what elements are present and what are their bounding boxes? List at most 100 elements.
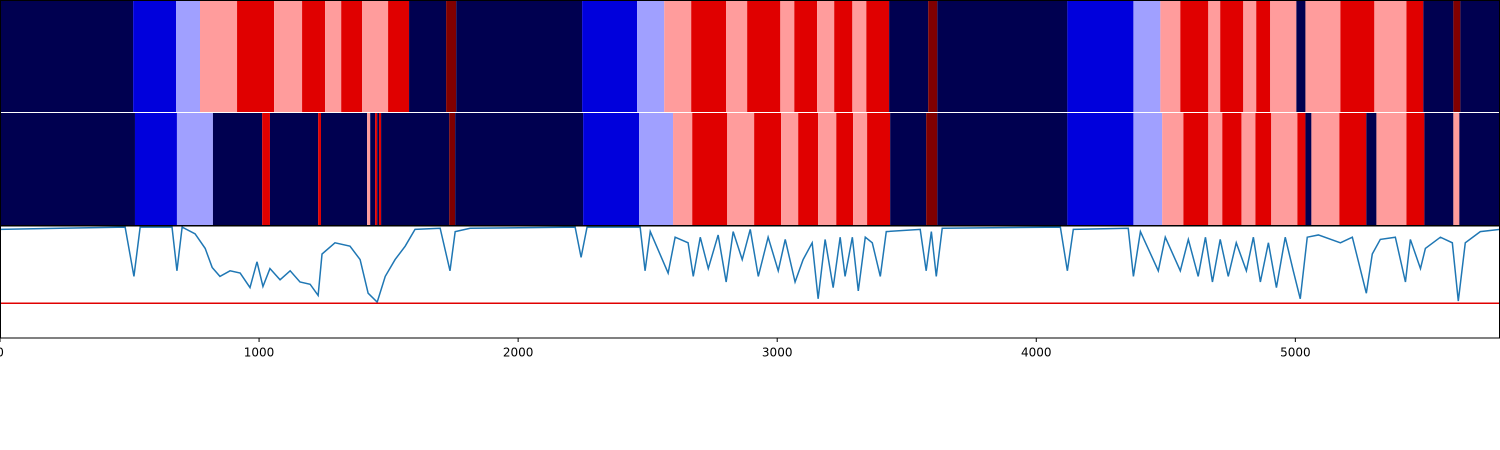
- segment: [1297, 113, 1306, 225]
- segment: [367, 113, 371, 225]
- segment: [200, 0, 238, 112]
- plot-clip: [0, 226, 1500, 305]
- segment: [388, 0, 410, 112]
- segment: [890, 113, 927, 225]
- segment: [582, 0, 638, 112]
- segment: [834, 0, 853, 112]
- segment: [134, 113, 177, 225]
- x-tick-label: 3000: [762, 346, 793, 360]
- segment: [1220, 0, 1244, 112]
- segment: [673, 113, 693, 225]
- segment: [1423, 0, 1454, 112]
- segment: [1133, 113, 1163, 225]
- segment: [237, 0, 275, 112]
- segment: [937, 113, 1068, 225]
- data-line: [0, 226, 1500, 304]
- segment: [836, 113, 854, 225]
- segment: [375, 113, 378, 225]
- segment: [798, 113, 819, 225]
- segment: [1305, 113, 1312, 225]
- segment: [325, 0, 342, 112]
- segment: [928, 0, 938, 112]
- segment: [1453, 0, 1461, 112]
- segment: [1305, 0, 1341, 112]
- segment: [1460, 0, 1500, 112]
- segment: [446, 0, 457, 112]
- segment: [1270, 0, 1297, 112]
- segment: [1208, 113, 1223, 225]
- segment: [1424, 113, 1454, 225]
- segment: [379, 113, 382, 225]
- segment: [1296, 0, 1306, 112]
- x-tick-label: 2000: [503, 346, 534, 360]
- segment: [1339, 113, 1367, 225]
- segment: [0, 0, 134, 112]
- segment: [926, 113, 938, 225]
- x-tick-label: 4000: [1021, 346, 1052, 360]
- segment: [937, 0, 1068, 112]
- segment: [1067, 0, 1134, 112]
- segment: [1376, 113, 1407, 225]
- segment: [1183, 113, 1209, 225]
- segment: [318, 113, 321, 225]
- segment: [1222, 113, 1242, 225]
- segment: [456, 0, 583, 112]
- x-tick-label: 5000: [1280, 346, 1311, 360]
- segment: [370, 113, 376, 225]
- x-tick-label: 1000: [244, 346, 275, 360]
- segment: [449, 113, 456, 225]
- segment: [664, 0, 692, 112]
- segment: [409, 0, 447, 112]
- segment: [639, 113, 674, 225]
- plot-area: [0, 226, 1500, 338]
- segment: [320, 113, 368, 225]
- segment: [0, 113, 135, 225]
- segment: [341, 0, 363, 112]
- segment: [692, 113, 728, 225]
- segment: [1406, 0, 1424, 112]
- segment: [1133, 0, 1161, 112]
- segment: [794, 0, 818, 112]
- segment: [1311, 113, 1340, 225]
- segment: [818, 113, 837, 225]
- segment: [1162, 113, 1184, 225]
- segment: [274, 0, 303, 112]
- segment: [377, 113, 380, 225]
- segment: [780, 0, 795, 112]
- segment: [637, 0, 665, 112]
- segment: [817, 0, 835, 112]
- segment: [1374, 0, 1407, 112]
- segment: [1406, 113, 1425, 225]
- segment: [852, 0, 867, 112]
- segment: [1208, 0, 1221, 112]
- segment: [754, 113, 782, 225]
- segment: [1366, 113, 1377, 225]
- x-tick-label: 0: [0, 346, 4, 360]
- segment: [583, 113, 640, 225]
- segment: [889, 0, 929, 112]
- segment: [269, 113, 319, 225]
- segment: [176, 113, 213, 225]
- segment: [727, 113, 755, 225]
- segment: [1271, 113, 1298, 225]
- segment: [455, 113, 584, 225]
- segment: [691, 0, 727, 112]
- segment: [853, 113, 868, 225]
- segment: [747, 0, 781, 112]
- segment: [1180, 0, 1209, 112]
- segment: [1241, 113, 1256, 225]
- segment: [381, 113, 450, 225]
- segment: [781, 113, 799, 225]
- segment: [362, 0, 389, 112]
- segment: [866, 0, 890, 112]
- segment: [133, 0, 177, 112]
- segment: [1067, 113, 1134, 225]
- segment: [1256, 0, 1271, 112]
- segment: [1243, 0, 1257, 112]
- segment: [302, 0, 326, 112]
- segment: [1453, 113, 1460, 225]
- segment: [1255, 113, 1272, 225]
- segment: [212, 113, 263, 225]
- segment: [726, 0, 748, 112]
